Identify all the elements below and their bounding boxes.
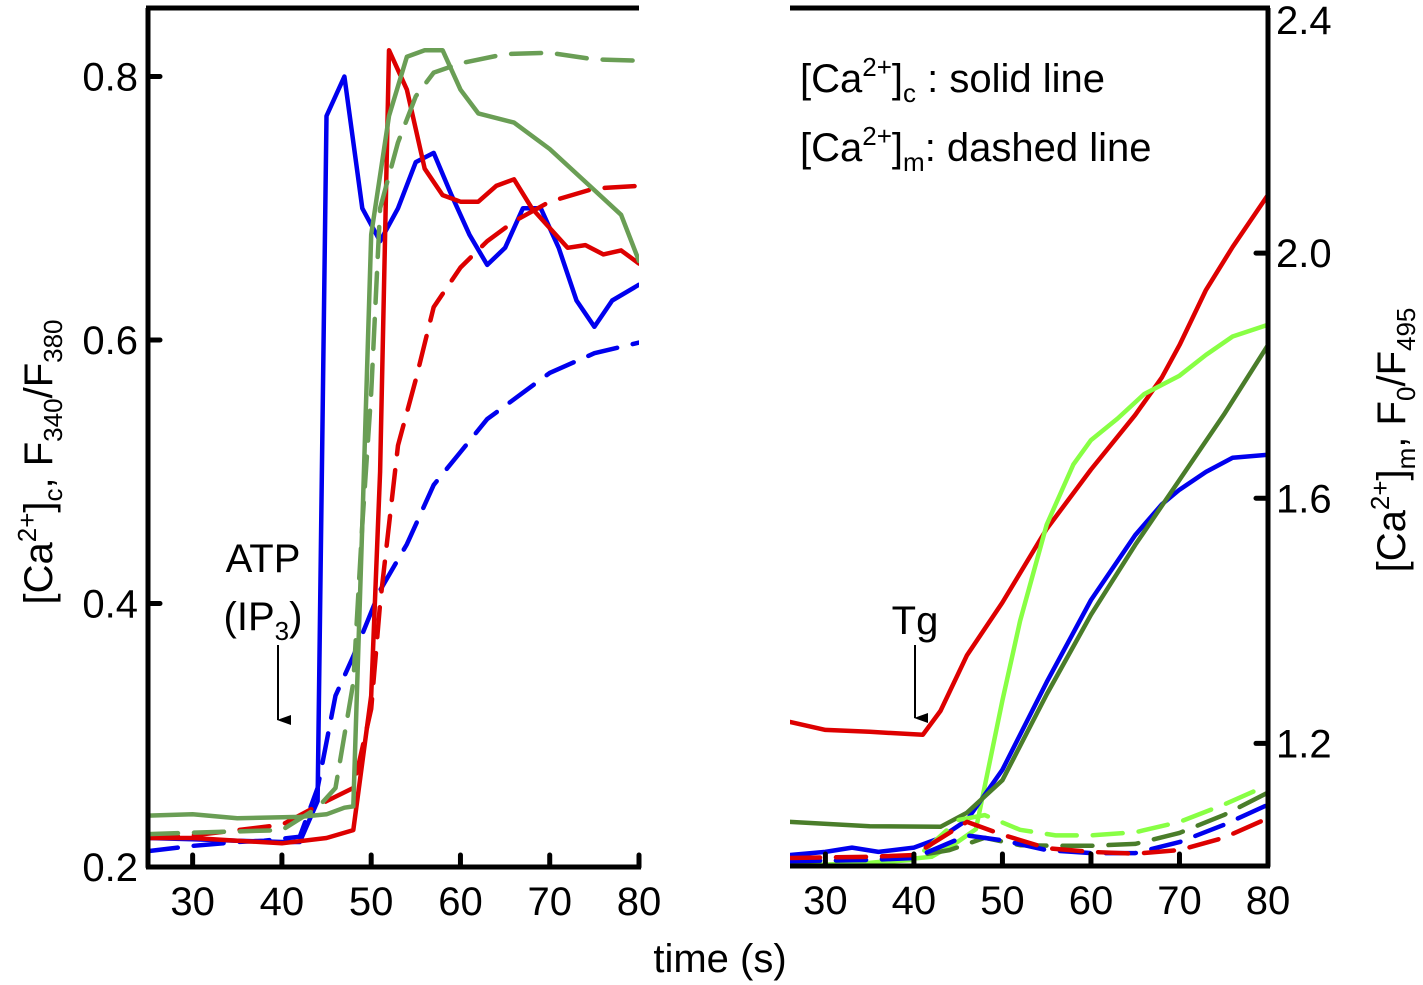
ylabel-sub: m	[1391, 448, 1421, 470]
x-tick-label: 60	[1069, 879, 1114, 923]
legend-label: : dashed line	[925, 126, 1152, 170]
x-tick-label: 30	[170, 880, 215, 924]
legend-text-part: [Ca	[800, 126, 863, 170]
annotation-ip3: (IP3)	[224, 595, 303, 646]
right-panel: 30 40 50 60 70 801.21.62.02.4 Tg [Ca2+]c : so…	[790, 0, 1421, 923]
ylabel-sub: 0	[1391, 387, 1421, 401]
ylabel-part: ]	[17, 501, 61, 512]
right-series-group	[790, 192, 1268, 866]
x-tick-label: 40	[260, 880, 305, 924]
annotation-ip3-sub: 3	[275, 616, 289, 646]
y-tick-label: 0.2	[82, 846, 138, 890]
y-tick-label: 1.6	[1276, 477, 1332, 521]
x-tick-label: 70	[1157, 879, 1202, 923]
legend-sub: m	[903, 147, 925, 177]
x-tick-label: 60	[438, 880, 483, 924]
ylabel-part: [Ca	[17, 542, 61, 605]
left-y-axis-title: [Ca2+]c, F340/F380	[12, 319, 68, 604]
x-tick-label: 40	[892, 879, 937, 923]
y-tick-label: 0.4	[82, 583, 138, 627]
legend-text-part: ]	[892, 57, 903, 101]
annotation-ip3-main: (IP	[224, 595, 275, 639]
annotation-atp: ATP	[226, 537, 301, 581]
series-line-red-cytosolic	[790, 192, 1268, 738]
ylabel-part: , F	[1370, 401, 1414, 448]
y-tick-label: 1.2	[1276, 722, 1332, 766]
ylabel-part: , F	[17, 442, 61, 489]
ylabel-sub: c	[38, 488, 68, 501]
right-ticks: 30 40 50 60 70 80 1.2 1.6 2.0 2.4	[803, 0, 1331, 923]
x-tick-label: 80	[1246, 879, 1291, 923]
left-annotation: ATP (IP3)	[224, 537, 303, 725]
x-tick-label: 50	[980, 879, 1025, 923]
x-axis-title: time (s)	[653, 937, 786, 981]
ylabel-part: [Ca	[1370, 509, 1414, 572]
ylabel-part: ]	[1370, 469, 1414, 480]
ylabel-part: /F	[17, 363, 61, 399]
legend-sup: 2+	[862, 121, 892, 151]
legend-label: : solid line	[916, 57, 1105, 101]
series-line-red-cytosolic	[148, 47, 639, 846]
series-line-red-mitochondrial	[790, 815, 1268, 861]
ylabel-part: /F	[1370, 351, 1414, 387]
x-tick-label: 30	[803, 879, 848, 923]
series-line-light-green-cytosolic	[790, 322, 1268, 866]
legend: [Ca2+]c : solid line [Ca2+]m: dashed lin…	[800, 52, 1152, 177]
left-ticks: 30 40 50 60 70 80 0.2 0.4 0.6 0.8	[82, 56, 661, 924]
y-tick-label: 0.8	[82, 56, 138, 100]
annotation-ip3-end: )	[289, 595, 302, 639]
ylabel-sup: 2+	[1365, 480, 1395, 510]
right-annotation: Tg	[892, 599, 939, 723]
x-tick-label: 80	[617, 880, 662, 924]
y-tick-label: 2.0	[1276, 232, 1332, 276]
ylabel-sup: 2+	[12, 513, 42, 543]
ylabel-sub: 340	[38, 398, 68, 441]
legend-sub: c	[903, 78, 916, 108]
right-axes	[790, 5, 1271, 869]
legend-item-solid: [Ca2+]c : solid line	[800, 52, 1105, 108]
ylabel-sub: 380	[38, 319, 68, 362]
legend-sup: 2+	[862, 52, 892, 82]
x-tick-label: 50	[349, 880, 394, 924]
legend-text-part: [Ca	[800, 57, 863, 101]
series-line-green-mitochondrial	[148, 50, 639, 837]
legend-text-part: ]	[892, 126, 903, 170]
series-line-red-mitochondrial	[148, 183, 639, 841]
right-y-axis-title: [Ca2+]m, F0/F495	[1365, 308, 1421, 573]
x-tick-label: 70	[527, 880, 572, 924]
series-line-blue-mitochondrial	[790, 802, 1268, 864]
series-line-blue-mitochondrial	[148, 340, 639, 854]
series-line-blue-cytosolic	[790, 452, 1268, 858]
series-line-dark-green-cytosolic	[790, 342, 1268, 830]
ylabel-sub: 495	[1391, 308, 1421, 351]
left-axes	[145, 5, 641, 870]
left-series-group	[148, 47, 639, 854]
legend-item-dashed: [Ca2+]m: dashed line	[800, 121, 1152, 177]
left-panel: 30 40 50 60 70 80 0.2 0.4 0.6 0.8 ATP (IP3) [Ca2+…	[12, 5, 661, 924]
y-tick-label: 0.6	[82, 319, 138, 363]
annotation-tg: Tg	[892, 599, 939, 643]
y-tick-label: 2.4	[1276, 0, 1332, 43]
series-line-blue-cytosolic	[148, 74, 639, 845]
